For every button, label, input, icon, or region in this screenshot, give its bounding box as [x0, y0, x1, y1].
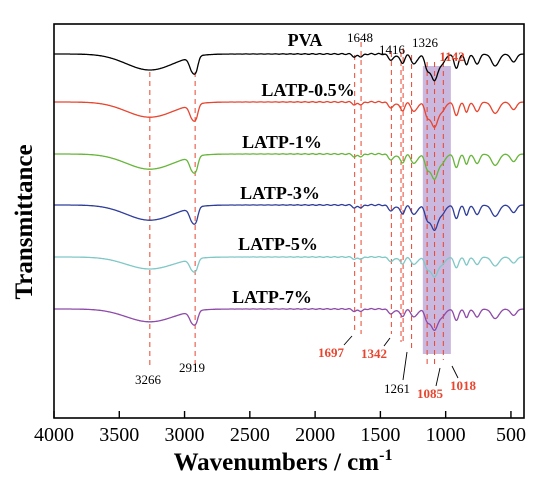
x-axis-title: Wavenumbers / cm-1 [174, 447, 393, 476]
peak-label: 1326 [412, 35, 439, 50]
peak-label: 1697 [318, 345, 345, 360]
x-axis-title-sup: -1 [379, 447, 392, 464]
annotation-arrow [343, 335, 353, 346]
x-tick-label: 1500 [360, 424, 400, 446]
series-line [54, 307, 525, 331]
series-label: LATP-1% [242, 132, 322, 152]
spectra [54, 52, 525, 331]
series-label: PVA [288, 30, 323, 50]
peak-label: 1142 [439, 49, 464, 64]
series-line [54, 52, 525, 82]
x-tick-label: 2500 [230, 424, 270, 446]
x-tick-label: 500 [496, 424, 526, 446]
peak-label: 1342 [361, 346, 387, 361]
peak-label: 1018 [450, 378, 477, 393]
series-line [54, 255, 524, 278]
annotation-arrow [402, 351, 408, 381]
peak-label: 3266 [135, 372, 162, 387]
peak-label: 1085 [417, 386, 444, 401]
series-labels: PVA LATP-0.5% LATP-1% LATP-3% LATP-5% LATP-7% [232, 30, 354, 307]
y-axis-title: Transmittance [11, 144, 38, 299]
series-label: LATP-5% [238, 234, 318, 254]
x-tick-label: 4000 [34, 424, 74, 446]
annotation-arrow [435, 367, 441, 387]
series-label: LATP-0.5% [261, 80, 354, 100]
series-label: LATP-3% [240, 183, 320, 203]
annotation-arrow [451, 365, 459, 379]
peak-label: 1648 [347, 30, 373, 45]
x-tick-label: 1000 [426, 424, 466, 446]
series-label: LATP-7% [232, 287, 312, 307]
x-tick-label: 2000 [295, 424, 335, 446]
x-axis-title-main: Wavenumbers / cm [174, 449, 380, 476]
series-line [54, 100, 525, 128]
series-line [54, 152, 525, 180]
annotation-arrow [383, 337, 391, 347]
peak-label: 1416 [379, 42, 406, 57]
peak-label: 2919 [179, 360, 205, 375]
x-tick-label: 3500 [99, 424, 139, 446]
peak-label: 1261 [384, 381, 410, 396]
series-line [54, 203, 525, 231]
x-axis-ticks: 4000 3500 3000 2500 2000 1500 1000 500 [34, 411, 526, 446]
plot-frame [53, 23, 525, 419]
x-tick-label: 3000 [165, 424, 205, 446]
